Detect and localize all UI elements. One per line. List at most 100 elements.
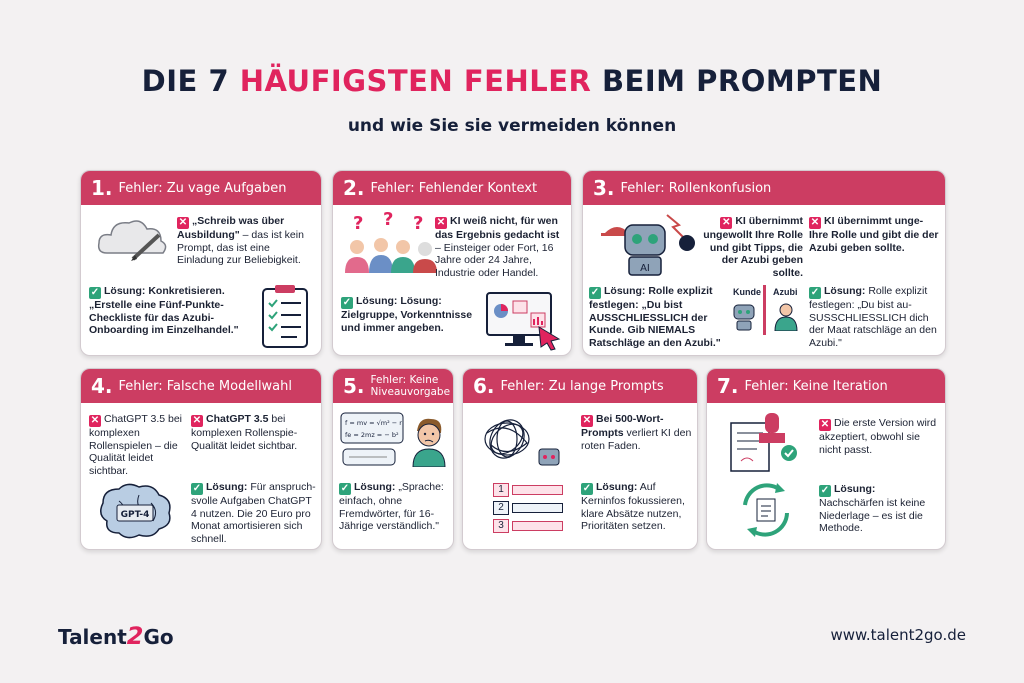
problem-text: – das ist kein Prompt, das ist eine Einl… [177,229,304,266]
cross-icon: ✕ [191,415,203,427]
step-number: 3 [493,519,509,533]
card-1-solution: ✓ Lösung: Konkretisieren. „Erstelle eine … [89,285,249,337]
card-5: 5. Fehler: Keine Niveauvorgabe f = mv = √… [332,368,454,550]
stamp-document-icon [730,413,797,472]
robot-label: AI [640,263,650,274]
card-6-header: 6. Fehler: Zu lange Prompts [463,369,697,403]
brain-chip-icon: GPT-4 [100,483,171,539]
solution-text: Nachschärfen ist keine Niederlage – es i… [819,497,926,534]
check-icon: ✓ [589,287,601,299]
card-2-solution: ✓ Lösung: Lösung: Zielgruppe, Vorkenntnis… [341,295,479,334]
page-subtitle: und wie Sie sie vermeiden können [347,116,677,136]
card-1: 1. Fehler: Zu vage Aufgaben ✕ „Schreib was… [80,170,322,356]
solution-bold: Lösung: [206,481,248,493]
card-title: Fehler: Zu lange Prompts [500,378,664,394]
card-4-solution: ✓ Lösung: Für anspruch-svolle Aufgaben Ch… [191,481,317,545]
card-1-problem: ✕ „Schreib was über Ausbildung" – das ist… [177,215,315,267]
solution-bold: Lösung: [596,481,638,493]
card-number: 4. [91,374,113,398]
check-icon: ✓ [819,485,831,497]
step-number: 1 [493,483,509,497]
title-part-1: DIE 7 [141,64,240,98]
card-number: 6. [473,374,495,398]
title-part-2: BEIM PROMPTEN [591,64,883,98]
problem-text: – Einsteiger oder Fort, 16 Jahre oder 24… [435,241,554,279]
page-title: DIE 7 HÄUFIGSTEN FEHLER BEIM PROMPTEN [0,64,1024,98]
problem-bold: KI übernimmt unge-Ihre Rolle und gibt di… [809,215,939,254]
robot-hat-icon: AI [601,214,695,276]
talent2go-logo[interactable]: Talent2Go [58,622,174,650]
cross-icon: ✕ [809,217,821,229]
logo-part: 2 [126,622,144,650]
card-3-solution-2: ✓ Lösung: Rolle explizit festlegen: „Du b… [809,285,941,349]
card-7-header: 7. Fehler: Keine Iteration [707,369,945,403]
cross-icon: ✕ [581,415,593,427]
card-4-header: 4. Fehler: Falsche Modellwahl [81,369,321,403]
problem-text: bei komplexen Rollenspie-Qualität leidet… [191,413,298,452]
cross-icon: ✕ [435,217,447,229]
card-2: 2. Fehler: Fehlender Kontext ??? ✕ KI weiß… [332,170,572,356]
card-title: Fehler: Zu vage Aufgaben [118,180,287,196]
numbered-list-icon: 1 2 3 [493,483,563,533]
card-title: Fehler: Falsche Modellwahl [118,378,293,394]
solution-text: „Sprache: einfach, ohne Fremdwörter, für… [339,481,444,532]
cross-icon: ✕ [720,217,733,229]
label-kunde: Kunde [733,287,761,297]
card-title: Fehler: Keine Niveauvorgabe [370,374,451,398]
logo-part: Talent [58,625,127,649]
tangle-icon [484,419,560,466]
card-7-solution: ✓ Lösung: Nachschärfen ist keine Niederla… [819,483,941,535]
solution-text: Für anspruch-svolle Aufgaben ChatGPT 4 n… [191,481,316,545]
card-1-header: 1. Fehler: Zu vage Aufgaben [81,171,321,205]
check-icon: ✓ [191,483,203,495]
card-3-header: 3. Fehler: Rollenkonfusion [583,171,945,205]
robot-small-icon [538,448,560,466]
svg-text:?: ? [383,211,393,230]
check-icon: ✓ [89,287,101,299]
card-title: Fehler: Keine Iteration [744,378,888,394]
card-number: 3. [593,176,615,200]
card-number: 7. [717,374,739,398]
solution-bold: Lösung: Konkretisieren. „Erstelle eine F… [89,285,239,336]
cross-icon: ✕ [177,217,189,229]
role-divider [763,285,766,335]
card-3-problem-1: ✕ KI übernimmt ungewollt Ihre Rolle und g… [691,215,803,279]
svg-text:?: ? [413,213,423,234]
card-7: 7. Fehler: Keine Iteration ✕ Die erste Ver… [706,368,946,550]
check-icon: ✓ [339,483,351,495]
card-2-header: 2. Fehler: Fehlender Kontext [333,171,571,205]
solution-text: Auf Kerninfos fokussieren, klare Absätze… [581,481,685,532]
cross-icon: ✕ [89,415,101,427]
check-icon: ✓ [581,483,593,495]
problem-bold: ChatGPT 3.5 [206,413,269,425]
problem-bold: KI weiß nicht, für wen das Ergebnis geda… [435,215,560,241]
card-6: 6. Fehler: Zu lange Prompts ✕ Bei 500-Wort… [462,368,698,550]
card-title: Fehler: Rollenkonfusion [620,180,772,196]
step-number: 2 [493,501,509,515]
card-2-problem: ✕ KI weiß nicht, für wen das Ergebnis ged… [435,215,567,279]
card-4-problem-1: ✕ ChatGPT 3.5 bei komplexen Rollenspielen… [89,413,189,477]
problem-text: Die erste Version wird akzeptiert, obwoh… [819,417,937,456]
logo-part: Go [143,625,174,649]
cloud-pencil-icon [97,220,167,261]
cross-icon: ✕ [819,419,831,431]
website-link[interactable]: www.talent2go.de [830,626,966,644]
solution-bold: Lösung: Rolle explizit festlegen: „Du bi… [589,285,721,349]
card-4-problem-2: ✕ ChatGPT 3.5 bei komplexen Rollenspie-Qu… [191,413,317,452]
card-4: 4. Fehler: Falsche Modellwahl ✕ ChatGPT 3.… [80,368,322,550]
checklist-icon [262,285,308,348]
card-number: 2. [343,176,365,200]
person-icon [774,303,798,331]
card-3-solution-1: ✓ Lösung: Rolle explizit festlegen: „Du b… [589,285,739,349]
robot-icon [733,304,755,331]
card-number: 1. [91,176,113,200]
people-question-icon: ??? [345,211,437,273]
confused-boy-icon [412,418,446,467]
card-6-problem: ✕ Bei 500-Wort-Prompts verliert KI den ro… [581,413,693,452]
title-highlight: HÄUFIGSTEN FEHLER [239,64,592,98]
check-icon: ✓ [341,297,353,309]
card-6-solution: ✓ Lösung: Auf Kerninfos fokussieren, klar… [581,481,693,533]
card-5-header: 5. Fehler: Keine Niveauvorgabe [333,369,453,403]
problem-text: verliert KI den roten Faden. [581,427,692,452]
solution-bold: Lösung: [834,483,876,495]
